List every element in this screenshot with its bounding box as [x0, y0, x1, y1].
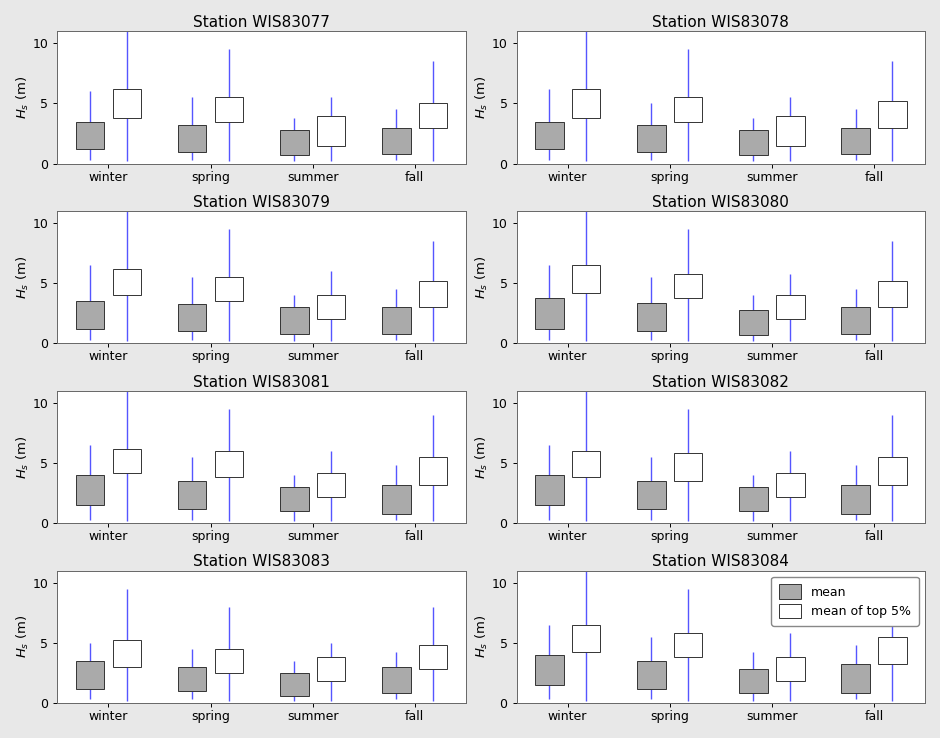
Bar [382, 485, 411, 514]
Bar [76, 661, 104, 689]
Bar [419, 103, 447, 128]
Bar [178, 667, 207, 691]
Bar [280, 487, 308, 511]
Bar [572, 89, 601, 118]
Bar [776, 295, 805, 320]
Bar [178, 125, 207, 152]
Legend: mean, mean of top 5%: mean, mean of top 5% [771, 577, 918, 626]
Bar [178, 304, 207, 331]
Bar [419, 645, 447, 669]
Bar [841, 128, 870, 154]
Bar [535, 122, 563, 149]
Bar [76, 301, 104, 329]
Bar [841, 307, 870, 334]
Bar [76, 122, 104, 149]
Bar [317, 116, 345, 145]
Bar [113, 269, 141, 295]
Bar [214, 649, 243, 673]
Bar [637, 303, 666, 331]
Bar [419, 281, 447, 307]
Bar [572, 265, 601, 293]
Bar [572, 451, 601, 477]
Y-axis label: $H_s$ (m): $H_s$ (m) [15, 435, 31, 479]
Bar [739, 487, 768, 511]
Bar [113, 89, 141, 118]
Bar [776, 116, 805, 145]
Bar [878, 637, 906, 664]
Bar [178, 481, 207, 508]
Y-axis label: $H_s$ (m): $H_s$ (m) [15, 615, 31, 658]
Bar [878, 457, 906, 485]
Bar [841, 664, 870, 694]
Bar [776, 658, 805, 681]
Y-axis label: $H_s$ (m): $H_s$ (m) [474, 435, 491, 479]
Bar [76, 475, 104, 506]
Bar [280, 673, 308, 696]
Bar [674, 274, 702, 297]
Bar [214, 97, 243, 122]
Bar [776, 472, 805, 497]
Title: Station WIS83079: Station WIS83079 [193, 195, 330, 210]
Bar [317, 658, 345, 681]
Bar [674, 97, 702, 122]
Y-axis label: $H_s$ (m): $H_s$ (m) [474, 255, 491, 299]
Title: Station WIS83078: Station WIS83078 [652, 15, 790, 30]
Bar [535, 297, 563, 329]
Bar [113, 641, 141, 667]
Title: Station WIS83081: Station WIS83081 [194, 375, 330, 390]
Bar [841, 485, 870, 514]
Bar [637, 481, 666, 508]
Bar [535, 475, 563, 506]
Bar [572, 625, 601, 652]
Bar [317, 295, 345, 320]
Title: Station WIS83080: Station WIS83080 [652, 195, 790, 210]
Bar [280, 307, 308, 334]
Y-axis label: $H_s$ (m): $H_s$ (m) [474, 76, 491, 119]
Title: Station WIS83077: Station WIS83077 [194, 15, 330, 30]
Bar [214, 277, 243, 301]
Bar [535, 655, 563, 685]
Bar [674, 453, 702, 481]
Bar [382, 307, 411, 334]
Bar [674, 633, 702, 658]
Bar [637, 661, 666, 689]
Y-axis label: $H_s$ (m): $H_s$ (m) [15, 76, 31, 119]
Bar [419, 457, 447, 485]
Bar [382, 667, 411, 694]
Y-axis label: $H_s$ (m): $H_s$ (m) [15, 255, 31, 299]
Y-axis label: $H_s$ (m): $H_s$ (m) [474, 615, 491, 658]
Bar [113, 449, 141, 472]
Title: Station WIS83082: Station WIS83082 [652, 375, 790, 390]
Title: Station WIS83084: Station WIS83084 [652, 554, 790, 569]
Bar [280, 130, 308, 155]
Bar [739, 310, 768, 335]
Bar [382, 128, 411, 154]
Bar [878, 281, 906, 307]
Bar [878, 101, 906, 128]
Bar [739, 130, 768, 155]
Bar [637, 125, 666, 152]
Bar [739, 669, 768, 694]
Bar [317, 472, 345, 497]
Title: Station WIS83083: Station WIS83083 [193, 554, 330, 569]
Bar [214, 451, 243, 477]
